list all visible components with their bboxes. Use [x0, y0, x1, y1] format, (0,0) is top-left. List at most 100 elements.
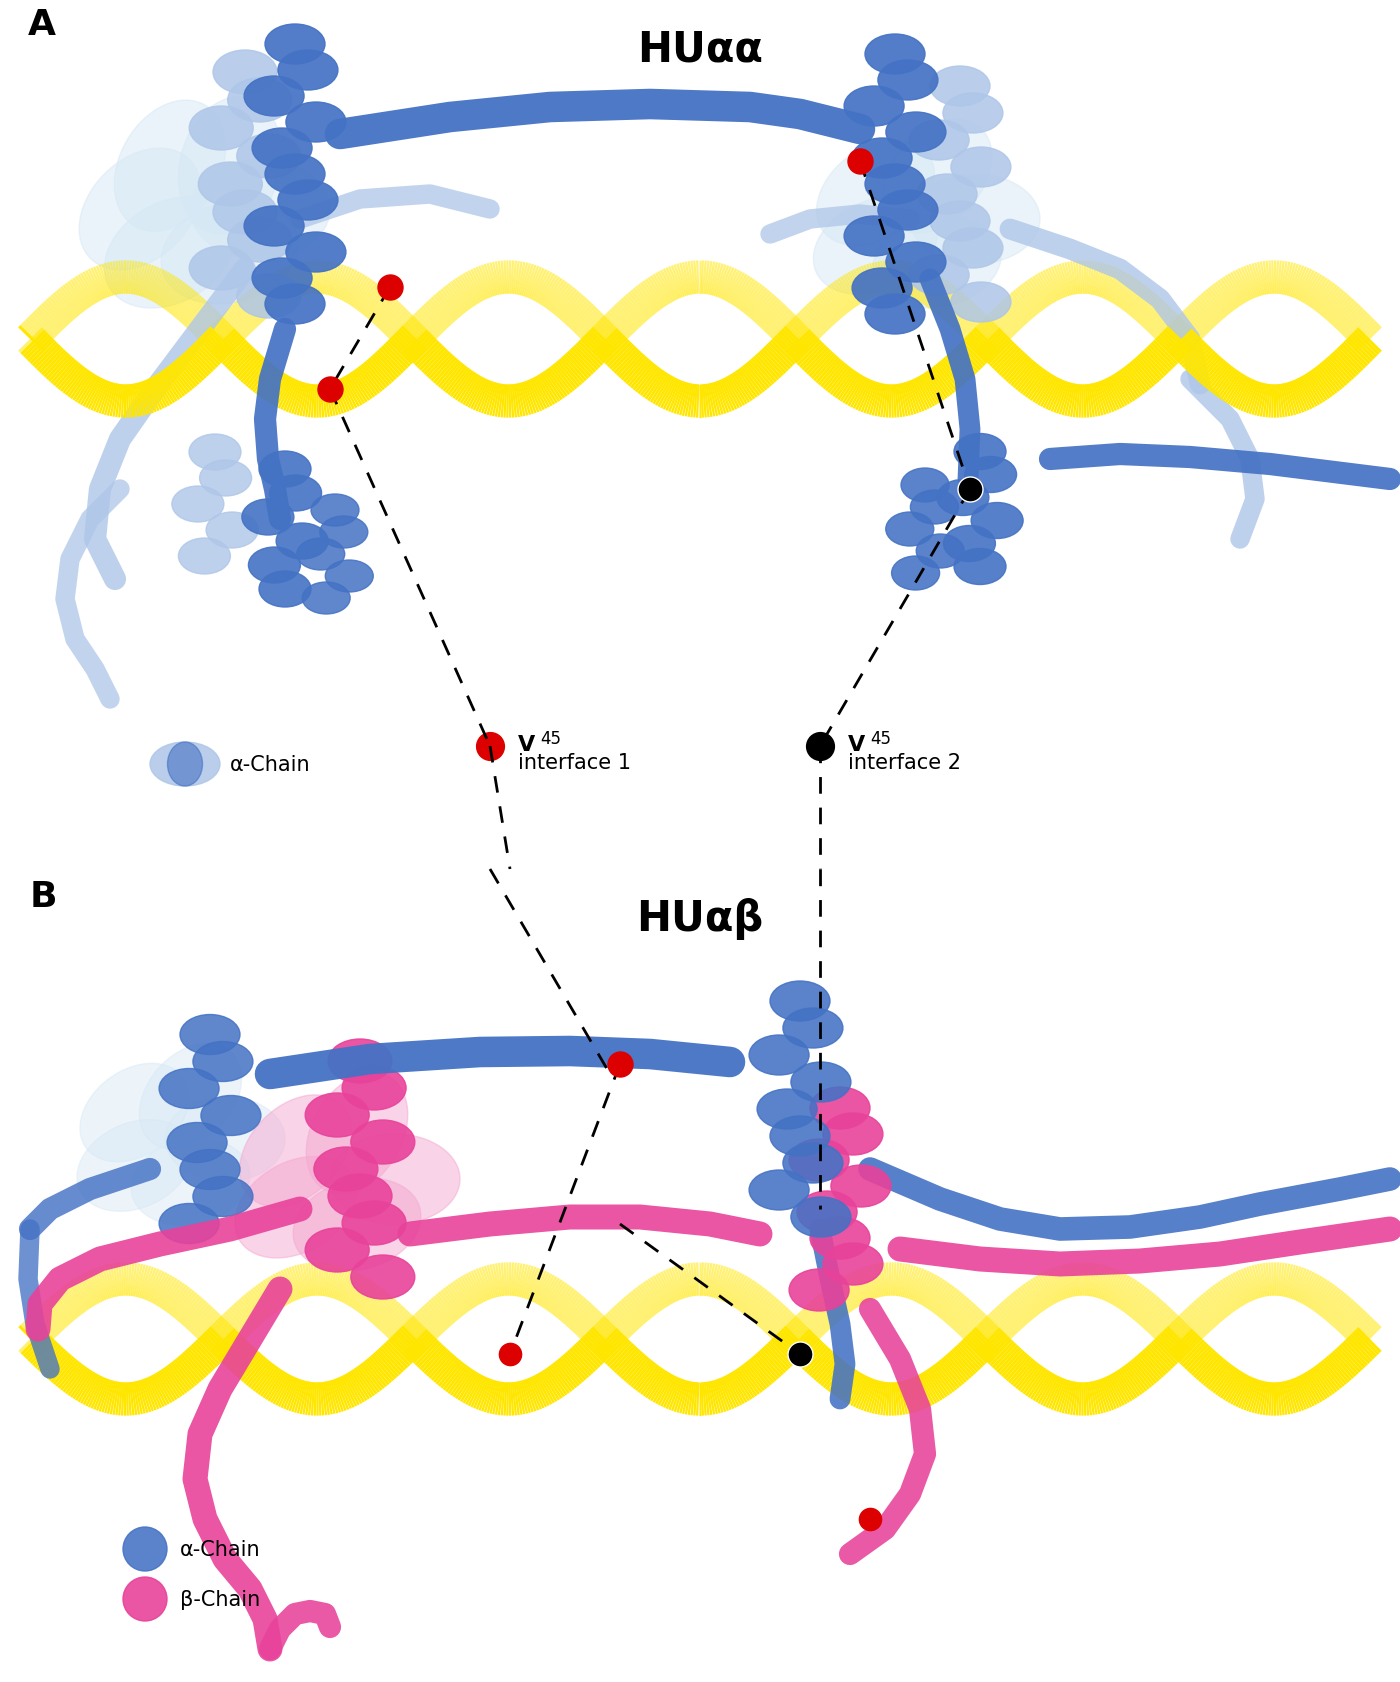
Ellipse shape [178, 538, 231, 575]
Ellipse shape [165, 1097, 286, 1182]
Ellipse shape [202, 1097, 260, 1135]
Ellipse shape [902, 469, 949, 503]
Ellipse shape [916, 535, 965, 569]
Ellipse shape [181, 1014, 239, 1055]
Ellipse shape [242, 500, 294, 535]
Ellipse shape [878, 190, 938, 230]
Text: V: V [518, 735, 535, 755]
Ellipse shape [328, 1174, 392, 1218]
Ellipse shape [286, 103, 346, 143]
Ellipse shape [265, 25, 325, 66]
Ellipse shape [790, 1270, 848, 1312]
Ellipse shape [813, 197, 938, 294]
Ellipse shape [252, 130, 312, 168]
Ellipse shape [286, 232, 346, 272]
Ellipse shape [181, 1150, 239, 1189]
Text: HUαβ: HUαβ [637, 898, 763, 940]
Ellipse shape [167, 1124, 227, 1162]
Ellipse shape [161, 202, 298, 304]
Ellipse shape [228, 219, 291, 262]
Ellipse shape [248, 548, 301, 584]
Ellipse shape [319, 516, 368, 548]
Ellipse shape [930, 67, 990, 108]
Ellipse shape [244, 77, 304, 118]
Ellipse shape [783, 1009, 843, 1048]
Ellipse shape [886, 113, 946, 153]
Ellipse shape [239, 1095, 351, 1208]
Ellipse shape [882, 119, 991, 234]
Ellipse shape [200, 461, 252, 496]
Ellipse shape [944, 94, 1002, 135]
Ellipse shape [832, 1166, 890, 1208]
Ellipse shape [790, 1139, 848, 1181]
Ellipse shape [853, 140, 911, 178]
Ellipse shape [342, 1066, 406, 1110]
Ellipse shape [951, 148, 1011, 188]
Ellipse shape [193, 1177, 253, 1216]
Ellipse shape [314, 1147, 378, 1191]
Ellipse shape [206, 513, 258, 548]
Ellipse shape [823, 1243, 883, 1285]
Ellipse shape [265, 155, 325, 195]
Ellipse shape [279, 50, 337, 91]
Ellipse shape [265, 284, 325, 325]
Ellipse shape [909, 256, 969, 296]
Ellipse shape [132, 1139, 249, 1226]
Text: α-Chain: α-Chain [181, 1539, 260, 1559]
Text: 45: 45 [540, 730, 561, 747]
Ellipse shape [307, 1073, 407, 1194]
Ellipse shape [213, 190, 277, 235]
Ellipse shape [199, 163, 262, 207]
Ellipse shape [276, 523, 328, 560]
Ellipse shape [235, 1157, 356, 1258]
Ellipse shape [178, 98, 281, 235]
Ellipse shape [168, 742, 203, 787]
Ellipse shape [80, 150, 200, 271]
Ellipse shape [853, 269, 911, 309]
Ellipse shape [811, 1087, 869, 1129]
Ellipse shape [305, 1228, 370, 1272]
Ellipse shape [279, 182, 337, 220]
Ellipse shape [140, 1045, 242, 1149]
Ellipse shape [160, 1204, 218, 1243]
Ellipse shape [270, 476, 322, 511]
Ellipse shape [80, 1063, 189, 1162]
Ellipse shape [892, 557, 939, 590]
Ellipse shape [930, 202, 990, 242]
Ellipse shape [189, 108, 253, 151]
Text: interface 2: interface 2 [848, 752, 960, 772]
Ellipse shape [351, 1255, 414, 1299]
Ellipse shape [944, 229, 1002, 269]
Ellipse shape [770, 981, 830, 1021]
Ellipse shape [953, 434, 1007, 471]
Ellipse shape [844, 87, 904, 126]
Text: α-Chain: α-Chain [230, 755, 311, 774]
Ellipse shape [105, 197, 235, 309]
Ellipse shape [917, 175, 977, 215]
Ellipse shape [783, 1144, 843, 1184]
Text: HUαα: HUαα [637, 29, 763, 71]
Ellipse shape [953, 550, 1007, 585]
Ellipse shape [293, 1179, 421, 1272]
Ellipse shape [305, 1093, 370, 1137]
Ellipse shape [160, 1068, 218, 1108]
Ellipse shape [115, 101, 225, 232]
Ellipse shape [259, 572, 311, 607]
Ellipse shape [791, 1198, 851, 1238]
Ellipse shape [328, 1039, 392, 1083]
Ellipse shape [259, 452, 311, 488]
Ellipse shape [77, 1120, 192, 1211]
Ellipse shape [150, 742, 220, 787]
Text: V: V [848, 735, 865, 755]
Text: β-Chain: β-Chain [181, 1589, 260, 1610]
Ellipse shape [757, 1090, 818, 1129]
Ellipse shape [823, 1113, 883, 1156]
Ellipse shape [244, 207, 304, 247]
Ellipse shape [237, 274, 301, 320]
Ellipse shape [872, 217, 1001, 309]
Ellipse shape [302, 582, 350, 614]
Ellipse shape [749, 1036, 809, 1075]
Ellipse shape [189, 434, 241, 471]
Ellipse shape [844, 217, 904, 257]
Ellipse shape [886, 513, 934, 547]
